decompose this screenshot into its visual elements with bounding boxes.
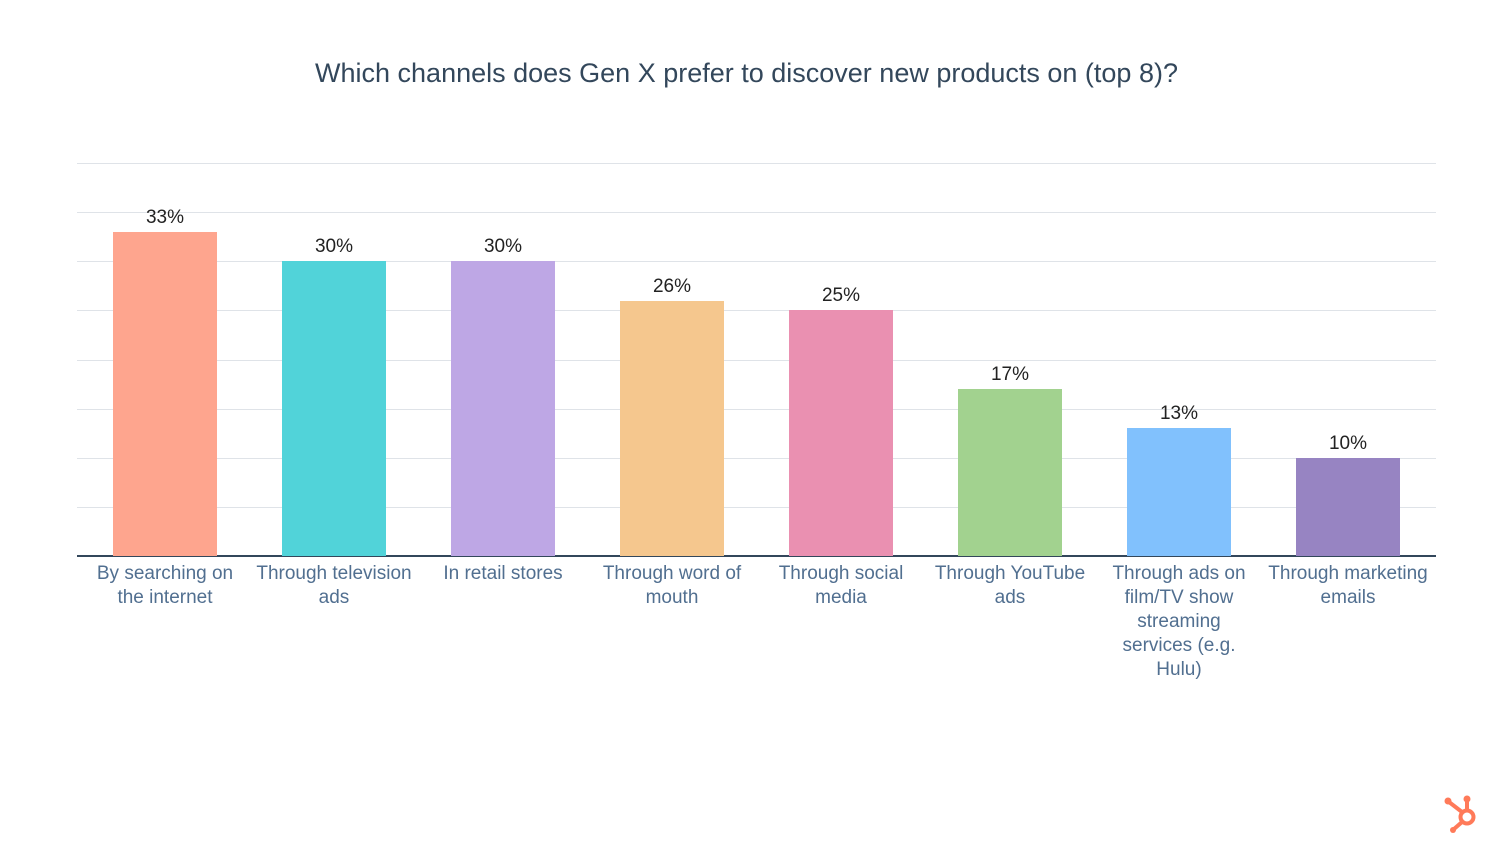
bar	[1127, 428, 1231, 556]
bar	[282, 261, 386, 556]
bar	[620, 300, 724, 556]
gridline	[77, 506, 1436, 508]
bar	[451, 261, 555, 556]
gridline	[77, 163, 1436, 164]
data-label: 30%	[483, 236, 523, 258]
bar	[113, 231, 217, 556]
data-label: 13%	[1159, 403, 1199, 425]
x-tick-label: Through YouTube ads	[934, 563, 1086, 608]
data-label: 33%	[145, 206, 185, 228]
x-tick-label: In retail stores	[443, 563, 563, 584]
x-tick-label: Through ads on film/TV show streaming se…	[1112, 563, 1246, 680]
data-label: 10%	[1328, 432, 1368, 454]
x-tick-label: Through word of mouth	[602, 563, 742, 608]
x-tick-label: By searching on the internet	[96, 563, 234, 608]
gridline	[77, 310, 1436, 312]
x-tick-label: Through social media	[778, 563, 904, 608]
gridline	[77, 408, 1436, 410]
gridline	[77, 212, 1436, 214]
gridline	[77, 457, 1436, 459]
data-label: 25%	[821, 285, 861, 307]
bar	[789, 310, 893, 556]
bar	[958, 388, 1062, 556]
data-label: 17%	[990, 363, 1030, 385]
data-label: 30%	[314, 236, 354, 258]
gridline	[77, 359, 1436, 361]
gridline	[77, 261, 1436, 263]
hubspot-logo	[1444, 795, 1476, 833]
x-axis-line	[77, 555, 1436, 557]
x-tick-label: Through television ads	[256, 563, 412, 608]
bar	[1296, 457, 1400, 556]
x-tick-label: Through marketing emails	[1268, 563, 1428, 608]
data-label: 26%	[652, 275, 692, 297]
chart-title: Which channels does Gen X prefer to disc…	[315, 58, 1178, 88]
